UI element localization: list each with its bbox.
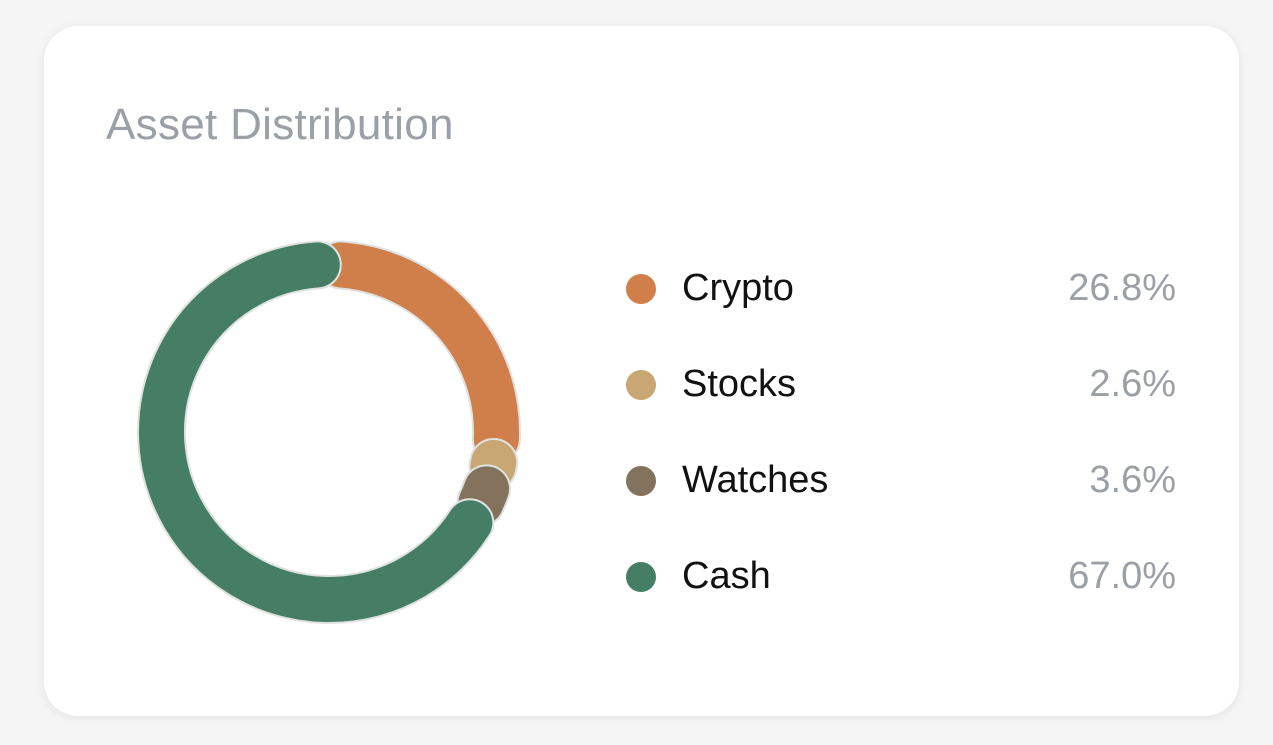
card-title: Asset Distribution [106,100,454,149]
legend-label-crypto: Crypto [682,267,794,309]
donut-slice-crypto [318,242,519,462]
donut-slices [137,240,521,624]
legend-item-cash: Cash 67.0% [624,534,1184,630]
donut-chart [137,240,521,624]
legend-value-cash: 67.0% [1068,555,1176,597]
legend-label-stocks: Stocks [682,363,797,405]
legend-value-crypto: 26.8% [1068,267,1176,309]
legend-value-stocks: 2.6% [1089,363,1176,405]
legend-label-cash: Cash [682,555,771,597]
donut-slice-cash [139,242,493,622]
legend-value-watches: 3.6% [1089,459,1176,501]
legend-item-watches: Watches 3.6% [624,438,1184,534]
legend-swatch-crypto [626,274,656,304]
legend-item-stocks: Stocks 2.6% [624,342,1184,438]
legend-swatch-cash [626,562,656,592]
legend-item-crypto: Crypto 26.8% [624,246,1184,342]
legend-swatch-watches [626,466,656,496]
legend-swatch-stocks [626,370,656,400]
donut-slice-watches [458,466,510,525]
chart-legend: Crypto 26.8% Stocks 2.6% Watches 3.6% Ca… [624,246,1184,630]
asset-distribution-card: Asset Distribution Crypto 26.8% Stocks 2… [44,26,1239,716]
legend-label-watches: Watches [682,459,829,501]
